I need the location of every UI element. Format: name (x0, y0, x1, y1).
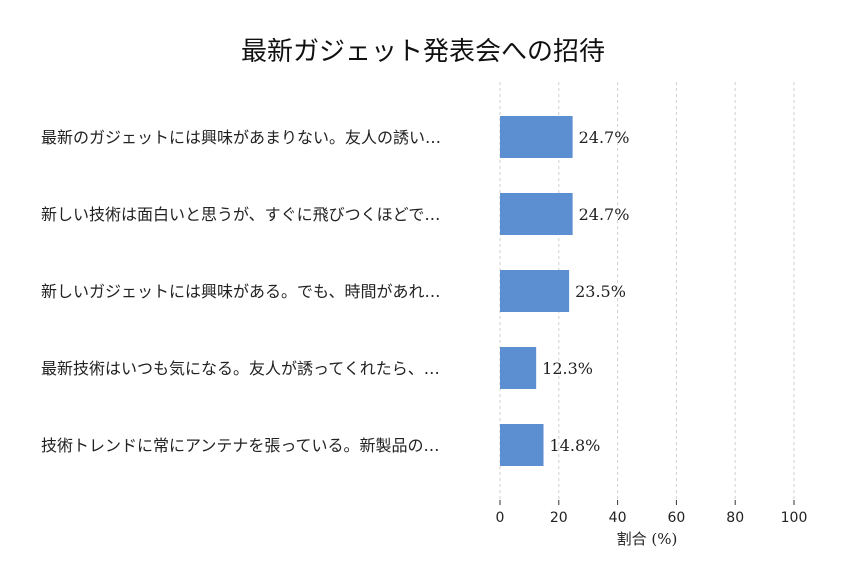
bar (500, 116, 573, 158)
category-label: 新しい技術は面白いと思うが、すぐに飛びつくほどで… (41, 205, 440, 224)
value-label: 23.5% (575, 282, 626, 301)
category-label: 最新のガジェットには興味があまりない。友人の誘い… (41, 128, 441, 147)
x-tick-label: 80 (726, 510, 744, 526)
value-label: 24.7% (579, 205, 630, 224)
x-axis: 0 20 40 60 80 100 (496, 500, 808, 526)
x-tick-label: 100 (781, 510, 808, 526)
value-label: 12.3% (542, 359, 593, 378)
x-tick-label: 0 (496, 510, 505, 526)
bar (500, 424, 544, 466)
bar (500, 270, 570, 312)
chart-title: 最新ガジェット発表会への招待 (241, 37, 605, 67)
value-labels: 24.7% 24.7% 23.5% 12.3% 14.8% (542, 128, 629, 455)
bar (500, 193, 573, 235)
x-axis-label: 割合 (%) (617, 530, 678, 548)
bar (500, 347, 537, 389)
x-tick-label: 40 (609, 510, 627, 526)
category-labels: 最新のガジェットには興味があまりない。友人の誘い… 新しい技術は面白いと思うが、す… (41, 128, 441, 455)
value-label: 24.7% (579, 128, 630, 147)
category-label: 技術トレンドに常にアンテナを張っている。新製品の… (41, 436, 440, 455)
x-tick-label: 20 (550, 510, 568, 526)
category-label: 最新技術はいつも気になる。友人が誘ってくれたら、… (41, 359, 440, 378)
x-tick-label: 60 (667, 510, 685, 526)
category-label: 新しいガジェットには興味がある。でも、時間があれ… (41, 282, 441, 301)
bars (500, 116, 573, 466)
value-label: 14.8% (550, 436, 601, 455)
